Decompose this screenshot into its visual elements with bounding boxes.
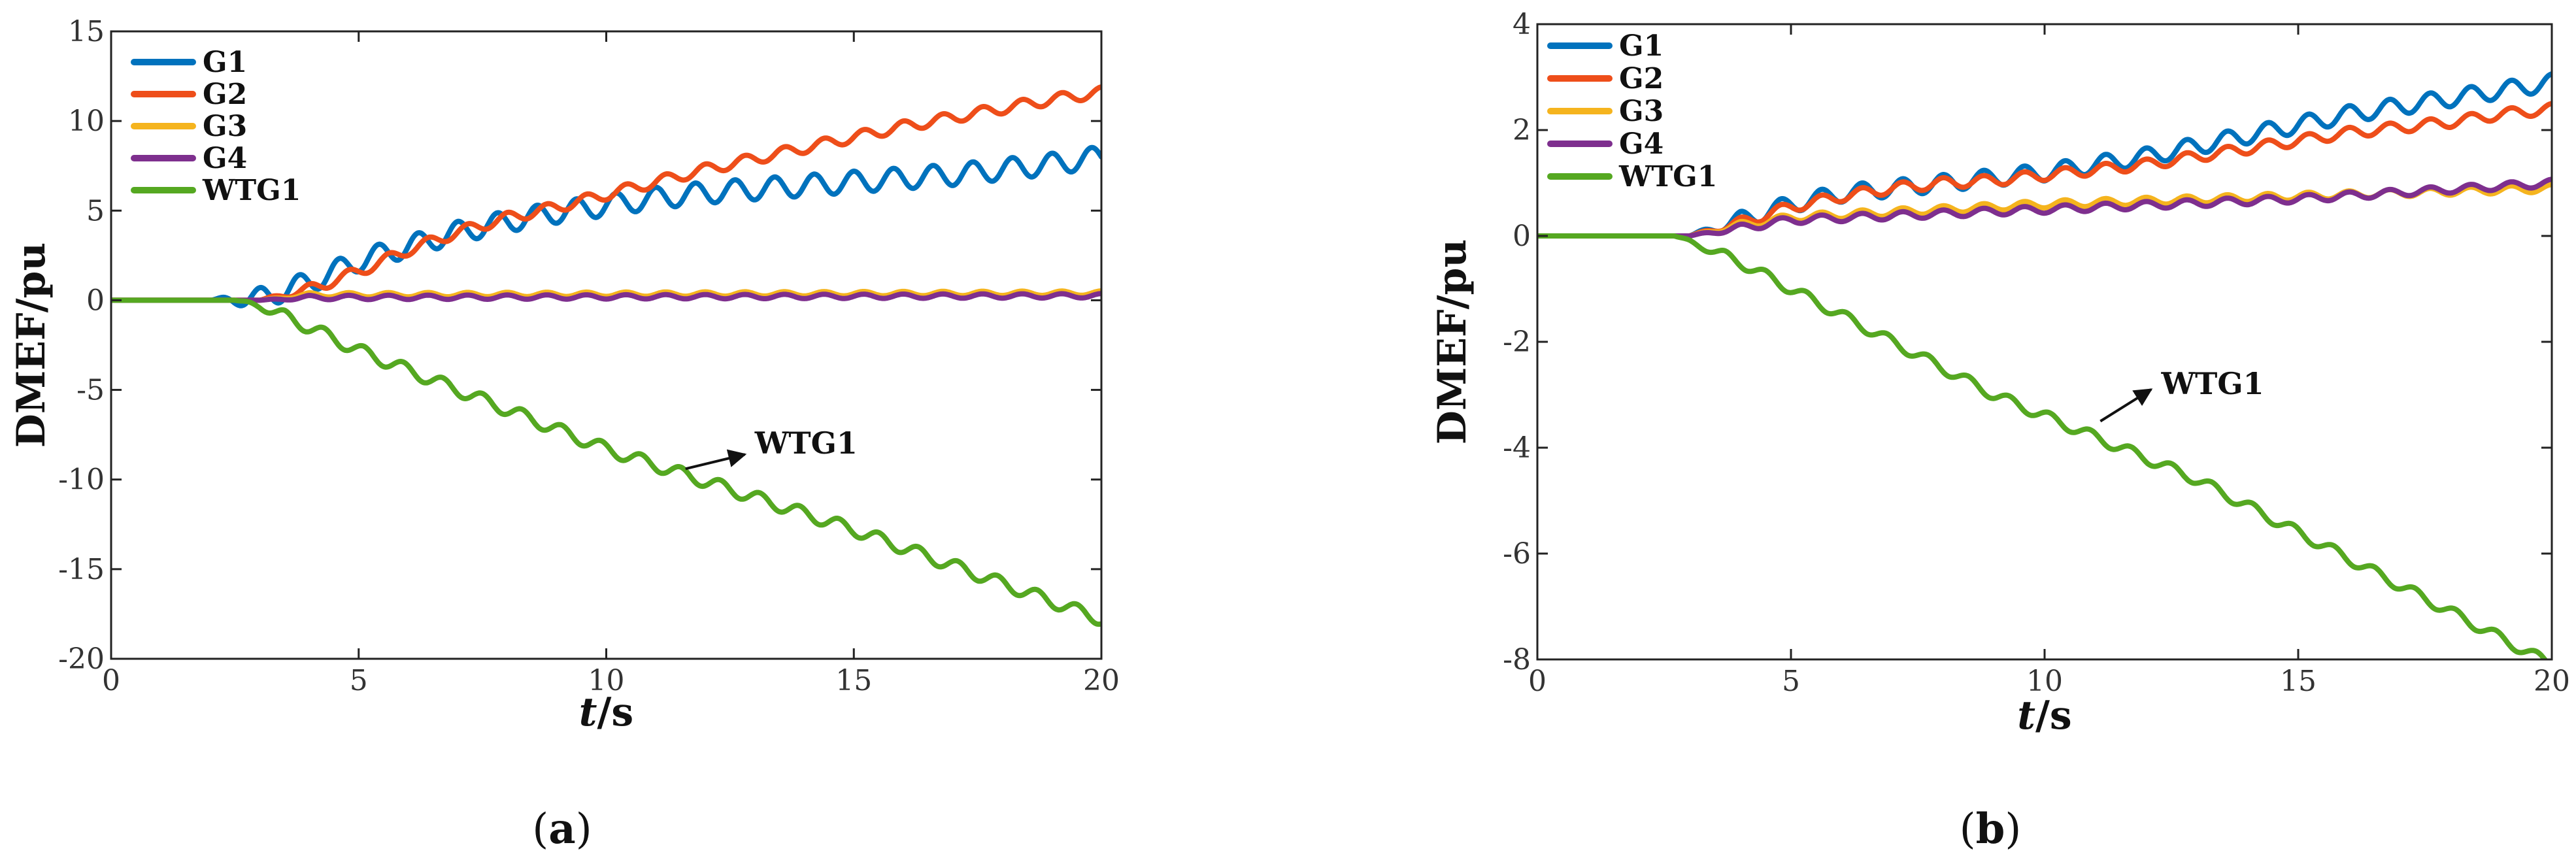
chart-a-y-tick-label: -5 bbox=[76, 374, 105, 407]
chart-a-series-group bbox=[111, 84, 1101, 627]
chart-a-x-tick-label: 0 bbox=[102, 664, 120, 697]
chart-b-x-tick-label: 10 bbox=[2026, 665, 2063, 698]
chart-b-y-tick-label: 0 bbox=[1513, 220, 1531, 253]
chart-a-series-line-g4 bbox=[111, 291, 1101, 303]
chart-b-y-tick-label: -6 bbox=[1503, 537, 1531, 571]
chart-b-y-tick-label: 2 bbox=[1513, 114, 1531, 147]
chart-b-x-tick-label: 15 bbox=[2280, 665, 2317, 698]
chart-a-y-tick-label: 0 bbox=[86, 284, 105, 317]
chart-b-y-tick-label: -4 bbox=[1503, 431, 1531, 465]
chart-a-legend-entry-g2: G2 bbox=[203, 78, 247, 111]
chart-a-annotation-arrow bbox=[685, 449, 747, 471]
chart-a-y-tick-label: 10 bbox=[68, 105, 105, 138]
chart-b-series-line-g4 bbox=[1537, 176, 2552, 239]
chart-a-x-axis-label: t/s bbox=[579, 690, 633, 735]
chart-a-y-tick-label: -15 bbox=[58, 553, 105, 586]
chart-b-x-tick-label: 5 bbox=[1782, 665, 1800, 698]
chart-b-annotation-arrow bbox=[2099, 388, 2153, 423]
chart-b-y-tick-label: 4 bbox=[1513, 8, 1531, 41]
chart-a-x-tick-label: 20 bbox=[1083, 664, 1120, 697]
chart-a-y-tick-label: 15 bbox=[68, 15, 105, 48]
chart-a-legend-entry-g3: G3 bbox=[203, 110, 247, 143]
chart-panel-a: 0 5 10 15 20-20-15-10-5051015t/sDMEF/puG1G2G… bbox=[8, 15, 1120, 854]
chart-a-series-line-wtg1 bbox=[111, 297, 1101, 627]
chart-a-y-tick-label: -10 bbox=[58, 463, 105, 497]
chart-a-legend-entry-wtg1: WTG1 bbox=[202, 174, 301, 207]
chart-b-annotation-label: WTG1 bbox=[2160, 366, 2264, 401]
chart-b-series-line-wtg1 bbox=[1537, 233, 2549, 659]
chart-a-annotation-label: WTG1 bbox=[754, 425, 858, 461]
chart-a-y-tick-label: -20 bbox=[58, 642, 105, 676]
chart-b-x-axis-label: t/s bbox=[2017, 693, 2071, 739]
chart-a-series-line-g1 bbox=[111, 144, 1101, 308]
chart-b-axes-frame bbox=[1536, 23, 2553, 661]
chart-a-legend-entry-g4: G4 bbox=[203, 142, 247, 175]
chart-b-x-tick-label: 0 bbox=[1528, 665, 1547, 698]
chart-b-panel-label: (b) bbox=[1960, 805, 2022, 854]
chart-a-y-tick-label: 5 bbox=[86, 194, 105, 227]
chart-b-series-group bbox=[1537, 71, 2552, 659]
chart-a-legend-entry-g1: G1 bbox=[203, 46, 247, 79]
chart-b-legend-entry-g3: G3 bbox=[1619, 95, 1664, 128]
chart-a-panel-label: (a) bbox=[532, 805, 592, 854]
chart-a-y-axis-label: DMEF/pu bbox=[8, 242, 54, 448]
chart-a-axes-frame bbox=[110, 30, 1103, 660]
chart-b-x-tick-label: 20 bbox=[2534, 665, 2570, 698]
chart-b-y-axis-label: DMEF/pu bbox=[1430, 239, 1475, 444]
chart-b-legend-entry-g1: G1 bbox=[1619, 29, 1664, 63]
chart-b-legend-entry-g4: G4 bbox=[1619, 127, 1664, 161]
chart-b-y-tick-label: -2 bbox=[1503, 325, 1531, 359]
chart-b-legend-entry-g2: G2 bbox=[1619, 62, 1664, 95]
chart-b-legend-entry-wtg1: WTG1 bbox=[1618, 160, 1717, 193]
chart-a-x-tick-label: 15 bbox=[835, 664, 872, 697]
chart-a-x-tick-label: 10 bbox=[588, 664, 625, 697]
chart-a-x-tick-label: 5 bbox=[350, 664, 368, 697]
chart-panel-b: 0 5 10 15 20-8-6-4-2024t/sDMEF/puG1G2G3G4WTG… bbox=[1430, 8, 2570, 854]
chart-b-y-tick-label: -8 bbox=[1503, 643, 1531, 676]
